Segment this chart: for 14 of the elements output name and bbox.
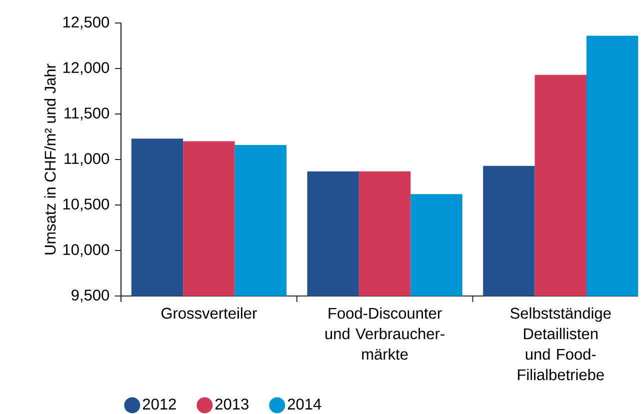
- y-tick-label: 12,000: [63, 62, 110, 75]
- x-tick-label: Selbstständige Detaillisten und Food-Filialbetriebe: [510, 307, 611, 380]
- legend-label: 2012: [142, 398, 176, 410]
- y-tick-label: 11,000: [64, 153, 110, 166]
- legend-label: 2013: [215, 398, 248, 410]
- y-tick-label: 11,500: [64, 108, 110, 120]
- y-tick-label: 9,500: [72, 290, 110, 302]
- y-tick-label: 10,500: [63, 198, 110, 212]
- legend-label: 2014: [288, 398, 322, 410]
- y-tick-label: 12,500: [63, 16, 110, 30]
- x-tick-label: Food-Discounter und Verbraucher-märkte: [325, 307, 444, 360]
- y-tick-label: 10,000: [63, 244, 110, 257]
- x-tick-label: Grossverteiler: [161, 307, 257, 319]
- y-axis-title: Umsatz in CHF/m² und Jahr: [44, 64, 56, 254]
